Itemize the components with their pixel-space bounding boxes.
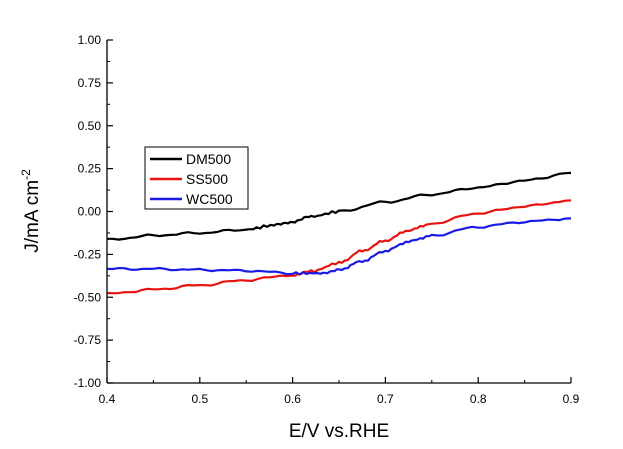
x-tick-label: 0.8 (470, 392, 487, 406)
series-line-wc500 (106, 217, 572, 276)
y-tick-label: -1.00 (74, 376, 102, 390)
x-tick-label: 0.7 (377, 392, 394, 406)
x-tick-label: 0.6 (284, 392, 301, 406)
y-tick-label: 1.00 (78, 33, 102, 47)
legend-label-ss500: SS500 (186, 171, 228, 187)
y-tick-label: -0.25 (74, 247, 102, 261)
y-tick-label: -0.75 (74, 333, 102, 347)
axes-layer: 1.00 0.75 0.50 0.25 0.00 -0.25 -0.50 -0.75 -1.00… (74, 33, 580, 406)
y-tick-label: 0.25 (78, 162, 102, 176)
x-tick-label: 0.4 (99, 392, 116, 406)
y-axis-label: J/mA cm-2 (19, 169, 43, 253)
series-line-dm500 (107, 171, 572, 241)
legend-label-wc500: WC500 (186, 191, 233, 207)
y-axis-label-superscript: -2 (19, 169, 33, 180)
y-tick-label: 0.00 (78, 205, 102, 219)
y-tick-label: -0.50 (74, 290, 102, 304)
legend: DM500 SS500 WC500 (144, 146, 249, 210)
x-axis-label: E/V vs.RHE (289, 421, 389, 442)
y-tick-label: 0.50 (78, 119, 102, 133)
x-tick-label: 0.9 (563, 392, 580, 406)
series-layer (106, 171, 572, 295)
y-tick-label: 0.75 (78, 76, 102, 90)
x-tick-label: 0.5 (191, 392, 208, 406)
legend-label-dm500: DM500 (186, 151, 231, 167)
y-axis-label-main: J/mA cm (22, 180, 43, 253)
series-line-ss500 (106, 199, 572, 295)
